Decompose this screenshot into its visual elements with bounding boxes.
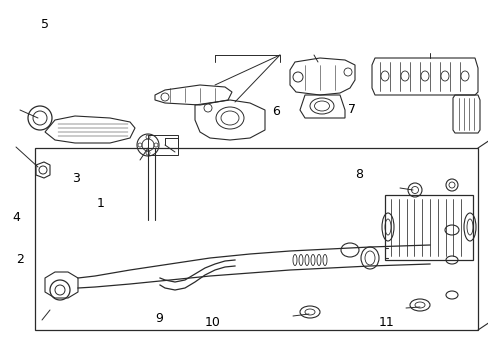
Text: 10: 10 [204,316,220,329]
Bar [148,135,178,155]
Text: 7: 7 [347,103,355,116]
Text: 4: 4 [12,211,20,224]
Text: 11: 11 [378,316,393,329]
Text: 6: 6 [272,105,280,118]
Text: 3: 3 [72,172,80,185]
Text: 5: 5 [41,18,49,31]
Text: 2: 2 [17,253,24,266]
Text: 9: 9 [155,312,163,325]
Bar [384,195,472,260]
Text: 8: 8 [355,168,363,181]
Text: 1: 1 [96,197,104,210]
